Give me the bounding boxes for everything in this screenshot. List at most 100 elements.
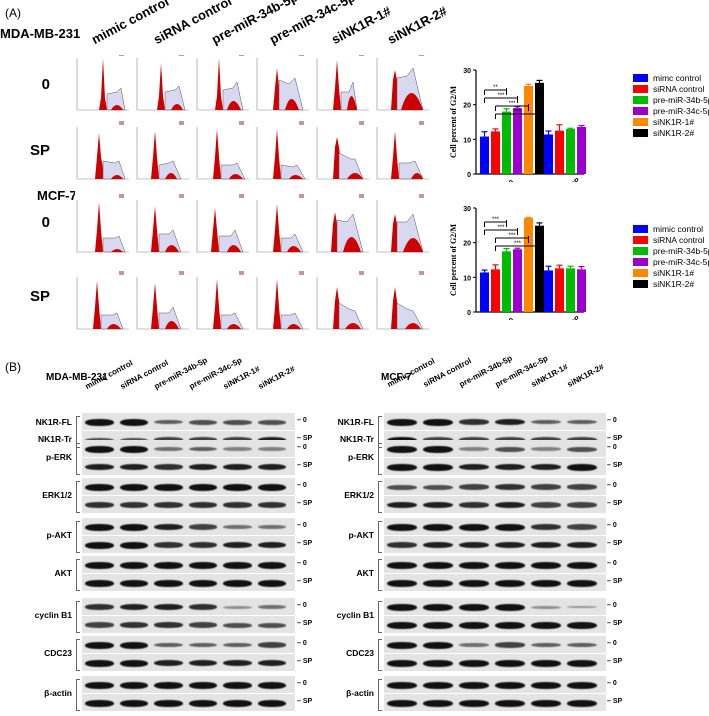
condition-label-sp: – SP [297,620,313,627]
condition-label-sp: – SP [607,698,623,705]
protein-band [567,579,597,587]
protein-band [223,681,252,689]
protein-label: p-ERK [348,452,374,462]
protein-band [85,641,114,649]
condition-label-0: – 0 [607,417,617,424]
protein-band [257,561,286,569]
protein-band [387,561,417,569]
protein-band [188,446,217,452]
chart-legend-mda: mimc control siRNA control pre-miR-34b-5p p… [633,72,709,138]
blot-strip [82,440,295,457]
blot-strip [82,496,295,513]
svg-text:Cell percent of G2/M: Cell percent of G2/M [449,224,458,297]
blot-strip [384,694,606,711]
svg-text:20: 20 [463,241,471,248]
protein-band [531,447,561,451]
protein-band [257,419,286,425]
condition-label-0: – 0 [607,680,617,687]
protein-band [188,642,217,648]
condition-label-0: – 0 [297,640,307,647]
condition-label-sp: – SP [297,658,313,665]
protein-band [531,579,561,587]
chart-legend-mcf7: mimic control siRNA control pre-miR-34b-5p… [633,223,709,289]
svg-text:30: 30 [463,68,471,75]
protein-band [188,542,217,548]
legend-item: mimic control [633,223,709,234]
protein-band [154,561,183,569]
protein-band [531,681,561,689]
group-bracket [76,679,80,711]
protein-label: cyclin B1 [34,610,72,620]
protein-band [531,659,561,667]
blot-strip [82,478,295,495]
panel-a-label: (A) [5,6,21,20]
protein-band [85,659,114,667]
protein-band [119,699,148,707]
legend-label: pre-miR-34c-5p [653,105,709,116]
protein-band [423,463,453,471]
protein-band [387,463,417,471]
protein-band [567,659,597,667]
group-bracket [378,416,382,448]
protein-band [459,419,489,425]
legend-label: siNK1R-2# [653,127,695,138]
condition-label-0: – 0 [607,560,617,567]
protein-band [387,523,417,531]
legend-item: siNK1R-2# [633,278,709,289]
group-bracket [378,559,382,591]
protein-label: NK1R-Tr [339,434,374,444]
protein-band [567,419,597,425]
legend-label: siNK1R-1# [653,267,695,278]
group-bracket [378,639,382,671]
protein-band [387,501,417,509]
legend-label: pre-miR-34b-5p [653,94,709,105]
legend-label: siNK1R-1# [653,116,695,127]
protein-band [257,605,286,609]
protein-band [531,502,561,508]
protein-band [495,681,525,689]
svg-text:***: *** [514,109,522,115]
blot-strip [82,654,295,671]
protein-band [531,419,561,425]
blot-strip [384,478,606,495]
svg-text:***: *** [514,241,522,247]
legend-label: siNK1R-2# [653,278,695,289]
column-header: siNK1R-2# [384,3,450,47]
legend-swatch [633,279,648,288]
protein-band [85,445,114,453]
protein-band [154,464,183,470]
protein-band [531,541,561,549]
protein-band [495,541,525,549]
blot-strip [384,636,606,653]
protein-band [423,603,453,611]
protein-band [85,502,114,508]
protein-band [423,641,453,649]
blot-strip [384,616,606,633]
svg-text:0: 0 [508,317,516,320]
condition-label-sp: – SP [607,540,623,547]
protein-band [188,579,217,587]
protein-band [459,681,489,689]
protein-band [223,447,252,451]
protein-label: p-AKT [348,530,375,540]
blot-strip [82,574,295,591]
lane-header: siNK1R-2# [565,362,606,389]
legend-label: siRNA control [653,83,705,94]
protein-band [387,621,417,629]
protein-band [567,621,597,629]
protein-band [154,523,183,531]
protein-band [257,502,286,508]
legend-swatch [633,95,648,104]
protein-band [459,621,489,629]
group-bracket [378,601,382,633]
protein-band [387,699,417,707]
svg-text:Cell percent of G2/M: Cell percent of G2/M [449,86,458,159]
protein-band [223,483,252,491]
protein-band [423,699,453,707]
group-bracket [76,521,80,553]
protein-band [531,621,561,629]
svg-text:10: 10 [463,275,471,282]
protein-band [531,699,561,707]
protein-band [387,484,417,490]
